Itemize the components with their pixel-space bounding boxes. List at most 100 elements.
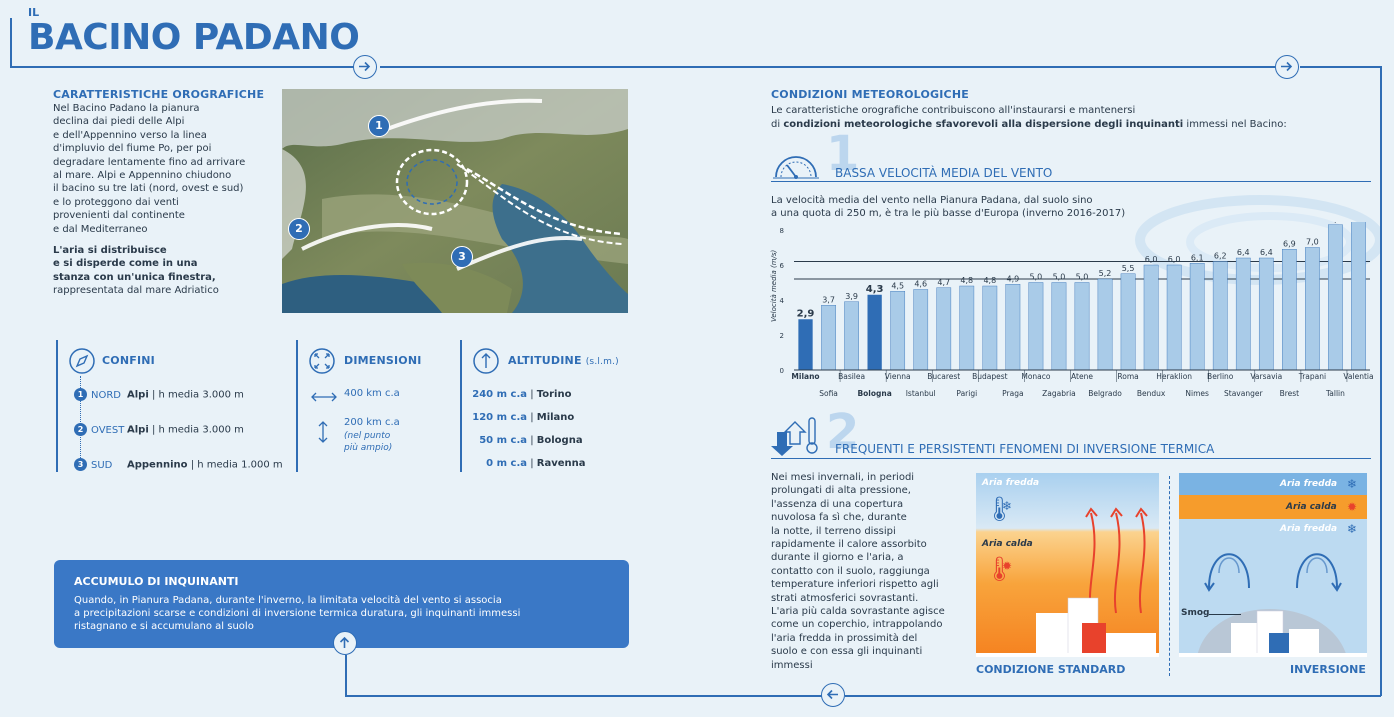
frame-line-top-right [1300,66,1380,68]
orografia-line: al mare. Alpi e Appennino chiudono [53,170,232,182]
cold-air-label: Aria fredda [982,478,1040,488]
bar [798,319,813,370]
map-marker: 3 [451,246,473,268]
page-title: BACINO PADANO [28,17,360,58]
cold-air-bottom-label: Aria fredda [1280,524,1338,534]
inversione-line: durante il giorno e l'aria, a [771,552,904,564]
category-label: Atene [1071,372,1093,381]
meteo-title: CONDIZIONI METEOROLOGICHE [771,88,969,101]
altitudine-height: 50 m c.a [479,435,527,446]
bar-value-label: 6,0 [1168,255,1181,264]
confini-name: Alpi [127,424,149,436]
frame-line-left [10,18,12,66]
category-label: Praga [1002,389,1023,398]
bar-value-label: 6,1 [1191,253,1204,262]
bar [1212,261,1228,371]
section-number: 2 [826,404,860,460]
nav-arrow-up-icon[interactable] [333,631,357,655]
confini-info: | h media 3.000 m [151,424,244,436]
bar-value-label: 6,9 [1283,239,1296,248]
confini-title: CONFINI [102,354,155,367]
inversione-line: strati atmosferici sovrastanti. [771,592,919,604]
bar [867,294,882,370]
confini-dir: SUD [91,459,113,471]
orografia-bold-line: e si disperde come in una [53,258,198,270]
frame-line-right [1380,66,1382,696]
wind-chart-svg: 0 2 4 6 8 Velocità media (m/s) 2,9 Milano 3,7 Sof… [770,208,1374,398]
bar [1097,278,1113,371]
orografia-line: e dal Mediterraneo [53,223,148,235]
confini-dir: NORD [91,389,121,401]
bar-value-label: 4,8 [960,276,973,285]
orografia-bold-line: stanza con un'unica finestra, [53,271,216,283]
accumulo-title: ACCUMULO DI INQUINANTI [74,575,239,588]
bar [1051,282,1067,371]
snowflake-icon: ❄ [1347,477,1358,491]
category-label: Vienna [885,372,911,381]
y-tick-label: 2 [780,332,784,340]
vento-desc: a una quota di 250 m, è tra le più basse… [771,208,1126,219]
altitudine-title-text: ALTITUDINE [508,354,582,367]
confini-info: | h media 3.000 m [151,389,244,401]
confini-row-number: 1 [74,388,87,401]
bar [1120,273,1136,371]
panel-separator [1169,476,1171,676]
sun-icon: ✹ [1002,559,1013,573]
inversion-caption: INVERSIONE [1290,663,1366,676]
warm-air-label: Aria calda [1286,502,1337,512]
bar [844,301,859,371]
bar [821,305,836,371]
inversione-line: Nei mesi invernali, in periodi [771,472,915,483]
category-label: Berlino [1207,372,1234,381]
bar [982,285,998,371]
bar-value-label: 6,0 [1145,255,1158,264]
category-label: Bendux [1137,389,1166,398]
y-tick-label: 8 [780,227,784,235]
altitudine-row: 120 m c.a | Milano [462,412,612,423]
y-tick-label: 0 [780,367,784,375]
header-kicker: IL [28,6,40,19]
dimensioni-note: più ampio) [344,443,393,453]
altitudine-city: Bologna [536,435,583,446]
orografia-line: declina dai piedi delle Alpi [53,116,185,128]
altitudine-height: 0 m c.a [486,458,527,469]
orografia-line: e lo proteggono dai venti [53,196,179,208]
category-label: Sofia [819,389,838,398]
category-label: Nimes [1185,389,1209,398]
inversione-line: prolungati di alta pressione, [771,485,911,497]
altitudine-row: 240 m c.a | Torino [462,389,612,400]
bar [936,287,952,371]
satellite-map: 1 2 3 [282,89,628,313]
category-label: Monaco [1021,372,1051,381]
category-label: Zagabria [1042,389,1076,398]
category-label: Belgrado [1088,389,1122,398]
section-underline [771,181,1371,182]
bar-value-label: 4,5 [891,281,904,290]
orografia-title: CARATTERISTICHE OROGRAFICHE [53,88,265,101]
altitudine-city: Milano [536,412,575,423]
orografia-line: d'impluvio del fiume Po, per poi [53,143,212,155]
altitudine-height: 240 m c.a [472,389,527,400]
inversione-text: Nei mesi invernali, in periodi prolungat… [771,471,971,672]
nav-arrow-left-icon[interactable] [821,683,845,707]
orografia-last-line: rappresentata dal mare Adriatico [53,285,219,297]
confini-info: | h media 1.000 m [190,459,283,471]
altitudine-unit: (s.l.m.) [585,357,619,367]
confini-line [56,340,58,472]
compass-icon [68,347,96,379]
meteo-intro: Le caratteristiche orografiche contribui… [771,105,1136,116]
nav-arrow-right-icon[interactable] [353,55,377,79]
vertical-arrow-icon [317,420,329,448]
orografia-text: Nel Bacino Padano la pianura declina dai… [53,102,278,298]
inversione-line: come un coperchio, intrappolando [771,619,943,631]
bar-value-label: 6,4 [1237,248,1250,257]
map-marker: 1 [368,115,390,137]
nav-arrow-right-icon[interactable] [1275,55,1299,79]
wind-chart: 0 2 4 6 8 Velocità media (m/s) 2,9 Milano 3,7 Sof… [766,208,1376,402]
inversione-line: L'aria più calda sovrastante agisce [771,606,945,618]
meteo-intro-bold: condizioni meteorologiche sfavorevoli al… [783,119,1184,130]
cold-air-top-label: Aria fredda [1280,479,1338,489]
dimensioni-horizontal: 400 km c.a [344,388,400,399]
category-label: Parigi [956,389,977,398]
accumulo-line: ristagnano e si accumulano al suolo [74,621,254,632]
